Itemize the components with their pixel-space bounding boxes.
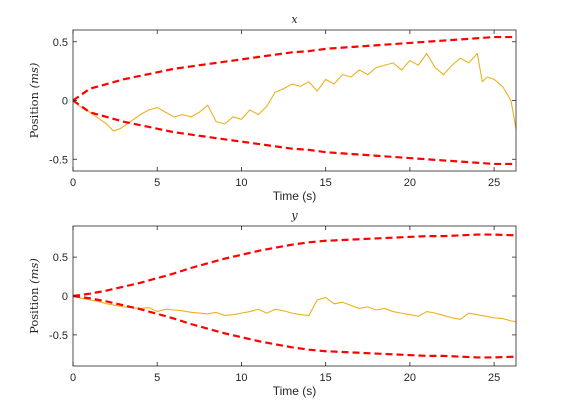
x-tick-label: 15 bbox=[320, 372, 332, 384]
x-tick-label: 5 bbox=[154, 372, 160, 384]
y-tick-label: -0.5 bbox=[49, 330, 68, 342]
x-tick-label: 5 bbox=[154, 177, 160, 189]
x-tick-label: 10 bbox=[235, 372, 247, 384]
y-axis-label: Position (ms) bbox=[27, 63, 41, 139]
x-tick-label: 20 bbox=[404, 372, 416, 384]
axes-frame bbox=[72, 225, 517, 367]
y-tick-label: -0.5 bbox=[49, 154, 68, 166]
x-tick-label: 0 bbox=[70, 372, 76, 384]
y-axis-label-unit: (ms) bbox=[27, 63, 41, 89]
x-axis-label: Time (s) bbox=[273, 189, 317, 203]
lower-bound-line bbox=[72, 99, 516, 166]
position-trace-line bbox=[72, 295, 517, 323]
lower-bound-line bbox=[72, 294, 517, 359]
position-trace-line bbox=[72, 52, 517, 132]
x-tick-label: 15 bbox=[320, 177, 332, 189]
x-tick-label: 25 bbox=[488, 372, 500, 384]
y-axis-label-word: Position bbox=[27, 91, 41, 138]
y-tick-label: 0 bbox=[62, 96, 68, 108]
y-axis-label: Position (ms) bbox=[27, 258, 41, 334]
upper-bound-line bbox=[72, 233, 517, 298]
y-axis-label-unit: (ms) bbox=[27, 258, 41, 284]
x-tick-label: 10 bbox=[235, 177, 247, 189]
y-tick-label: 0.5 bbox=[53, 252, 68, 264]
x-tick-label: 20 bbox=[404, 177, 416, 189]
y-axis-label-word: Position bbox=[27, 287, 41, 334]
subplot-title: y bbox=[290, 209, 298, 222]
y-tick-label: 0.5 bbox=[53, 37, 68, 49]
x-tick-label: 25 bbox=[488, 177, 500, 189]
axes-frame bbox=[72, 29, 517, 172]
upper-bound-line bbox=[72, 35, 516, 102]
x-axis-label: Time (s) bbox=[273, 384, 317, 398]
subplot-y: 0 5 10 15 20 25 0.5 0 -0.5 y Time (s) Position (ms) bbox=[27, 209, 517, 398]
subplot-title: x bbox=[291, 13, 298, 26]
y-tick-label: 0 bbox=[62, 291, 68, 303]
x-tick-label: 0 bbox=[70, 177, 76, 189]
